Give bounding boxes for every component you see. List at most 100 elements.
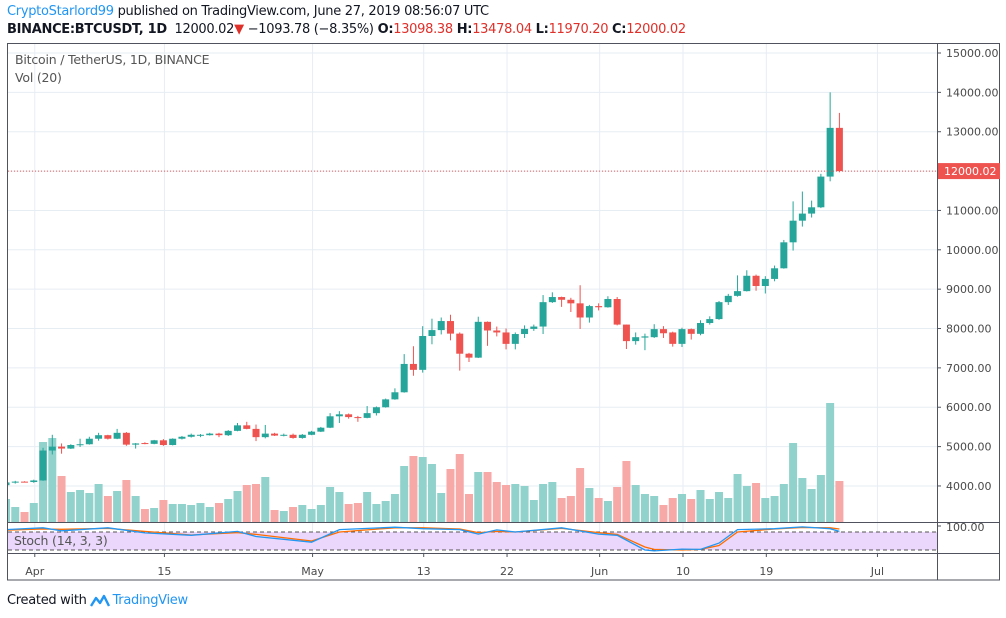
volume-bar [390,494,399,522]
candle [104,434,112,440]
candle [678,327,686,348]
candle [576,285,584,329]
volume-bar [502,485,511,522]
candle-body [687,329,695,334]
candle-body [734,291,742,296]
time-tick-label: 13 [417,565,431,578]
candle [178,435,186,440]
volume-legend[interactable]: Vol (20) [15,70,62,85]
candle [548,292,556,303]
candle [521,325,529,338]
candle [113,428,121,440]
volume-bar [279,511,288,522]
volume-bar [631,485,640,522]
volume-bar [353,503,362,522]
candle [465,352,473,362]
candle-body [326,416,334,428]
price-tick-label: 14000.00 [946,86,999,99]
volume-bar [798,478,807,522]
candle [234,422,241,432]
author-link[interactable]: CryptoStarlord99 [7,4,114,19]
price-tick-label: 13000.00 [946,126,999,139]
candle-body [271,433,279,436]
candle [39,447,47,481]
candle-body [548,297,556,303]
candle [132,443,140,449]
price-tick-label: 6000.00 [946,401,992,414]
candle [30,479,38,483]
candle-body [187,434,195,437]
price-axis[interactable]: 4000.00 5000.00 6000.00 7000.00 8000.00 9000.… [937,47,999,493]
volume-bar [752,483,761,522]
volume-bar [270,510,279,522]
publish-info: CryptoStarlord99 published on TradingVie… [7,4,489,19]
candle-body [706,319,714,324]
candle-body [252,428,260,438]
volume-bar [677,494,686,522]
candle-body [354,417,362,419]
volume-bar [205,507,214,522]
created-with-text: Created with [7,593,87,608]
price-tick-label: 4000.00 [946,480,992,493]
candle-body [11,481,19,483]
stoch-legend[interactable]: Stoch (14, 3, 3) [14,533,108,548]
volume-bar [779,484,788,522]
candle-body [650,329,658,338]
candle-body [511,334,519,344]
stoch-tick-label: 100.00 [946,521,985,534]
candle-body [789,220,797,243]
volume-bar [94,484,103,522]
volume-bar [687,499,696,522]
price-tick-label: 8000.00 [946,323,992,336]
candle [58,443,66,454]
candle-body [567,299,575,304]
candle-body [298,434,306,438]
candle-body [798,213,806,221]
volume-bar [131,496,140,522]
candle-body [724,295,732,303]
volume-bar [400,466,409,522]
tradingview-link[interactable]: TradingView [112,593,189,608]
candle-body [715,302,723,320]
price-tick-label: 11000.00 [946,204,999,217]
candle [761,276,769,294]
candle [771,265,779,282]
volume-bar [529,500,538,522]
candle [650,324,658,338]
volume-bar [122,480,131,522]
volume-bar [381,501,390,522]
volume-bar [168,504,177,522]
candle [817,173,825,209]
candle-body [345,414,353,418]
candle-body [122,432,130,445]
volume-bar [455,454,464,522]
time-tick-label: Jun [590,565,608,578]
volume-bar [659,505,668,522]
volume-bar [789,443,798,522]
candlesticks [8,92,843,486]
candle [354,415,362,422]
candle [150,439,158,445]
candle [558,296,566,307]
candle [85,436,93,445]
candle-body [659,329,667,334]
candle-body [771,268,779,279]
candle-body [743,275,751,292]
candle-body [159,440,167,446]
volume-bar [20,512,29,522]
candle [743,270,751,292]
candle [382,398,390,408]
candle [363,406,371,419]
triangle-down-icon: ▼ [234,22,244,37]
volume-bar [372,504,381,522]
candle-body [697,323,704,334]
candle [437,317,445,335]
volume-bar [548,482,557,522]
candle-body [835,127,843,172]
candle [539,295,547,335]
stoch-lines [8,526,840,552]
series-legend[interactable]: Bitcoin / TetherUS, 1D, BINANCE [15,52,210,67]
candle [289,433,297,439]
time-axis[interactable]: Apr 15 May 13 22 Jun 10 19 Jul [25,553,884,578]
